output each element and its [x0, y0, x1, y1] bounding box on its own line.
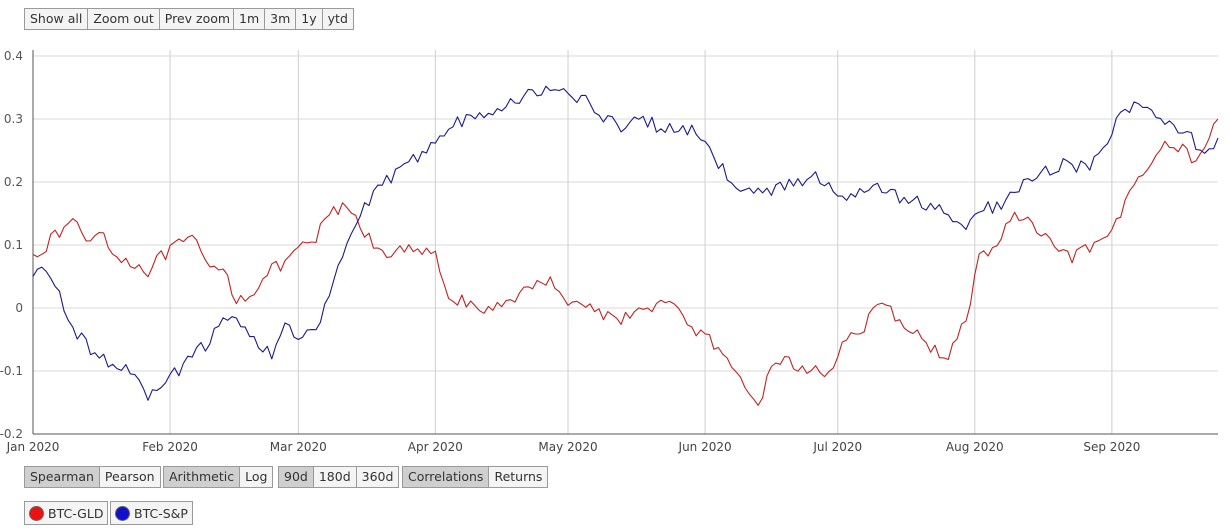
series-line-btc-s-p	[32, 85, 1219, 401]
series-lines	[32, 85, 1219, 406]
returns-button[interactable]: Returns	[489, 467, 548, 487]
y-tick-label: -0.2	[0, 427, 23, 441]
arithmetic-button[interactable]: Arithmetic	[164, 467, 241, 487]
y-tick-label: 0	[15, 301, 23, 315]
range-3m-button[interactable]: 3m	[265, 9, 297, 29]
range-button-group: 1m 3m 1y ytd	[233, 8, 354, 30]
y-tick-label: -0.1	[0, 364, 23, 378]
y-tick-label: 0.1	[4, 238, 23, 252]
spearman-button[interactable]: Spearman	[25, 467, 100, 487]
window-button-group: 90d 180d 360d	[278, 466, 400, 488]
x-tick-label: May 2020	[538, 440, 597, 454]
x-tick-label: Apr 2020	[408, 440, 463, 454]
x-tick-label: Mar 2020	[270, 440, 327, 454]
legend-label-btc-sp: BTC-S&P	[134, 505, 188, 521]
log-button[interactable]: Log	[240, 467, 273, 487]
red-dot-icon	[29, 505, 44, 521]
zoom-out-button[interactable]: Zoom out	[88, 9, 160, 29]
grid-lines	[32, 50, 1218, 435]
range-1y-button[interactable]: 1y	[296, 9, 323, 29]
legend-item-btc-gld[interactable]: BTC-GLD	[24, 501, 109, 525]
series-line-btc-gld	[32, 118, 1219, 406]
legend-item-btc-sp[interactable]: BTC-S&P	[110, 501, 193, 525]
x-tick-label: Feb 2020	[142, 440, 198, 454]
show-all-button[interactable]: Show all	[25, 9, 89, 29]
scale-button-group: Arithmetic Log	[163, 466, 274, 488]
view-button-group: Correlations Returns	[402, 466, 549, 488]
correlations-button[interactable]: Correlations	[403, 467, 490, 487]
method-button-group: Spearman Pearson	[24, 466, 161, 488]
window-180d-button[interactable]: 180d	[313, 467, 357, 487]
x-tick-label: Jul 2020	[812, 440, 862, 454]
axes: -0.2 -0.1 0 0.1 0.2 0.3 0.4 Jan 2020 Feb 2020 Mar…	[0, 49, 1218, 454]
window-90d-button[interactable]: 90d	[279, 467, 314, 487]
y-tick-label: 0.2	[4, 175, 23, 189]
range-ytd-button[interactable]: ytd	[322, 9, 353, 29]
correlation-chart[interactable]: -0.2 -0.1 0 0.1 0.2 0.3 0.4 Jan 2020 Feb 2020 Mar…	[0, 0, 1230, 460]
pearson-button[interactable]: Pearson	[99, 467, 160, 487]
x-tick-label: Jun 2020	[678, 440, 732, 454]
range-1m-button[interactable]: 1m	[234, 9, 266, 29]
blue-dot-icon	[115, 505, 130, 521]
x-tick-label: Aug 2020	[946, 440, 1004, 454]
window-360d-button[interactable]: 360d	[356, 467, 399, 487]
zoom-button-group: Show all Zoom out Prev zoom	[24, 8, 237, 30]
legend-label-btc-gld: BTC-GLD	[48, 505, 104, 521]
prev-zoom-button[interactable]: Prev zoom	[159, 9, 236, 29]
x-tick-label: Sep 2020	[1083, 440, 1140, 454]
x-tick-label: Jan 2020	[6, 440, 60, 454]
y-tick-label: 0.3	[4, 112, 23, 126]
y-tick-label: 0.4	[4, 49, 23, 63]
